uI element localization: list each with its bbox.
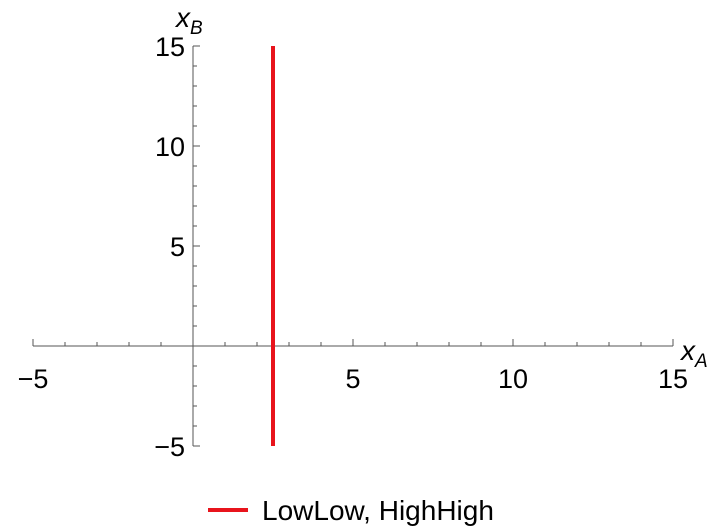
y-tick-label: 5 xyxy=(170,232,185,262)
tick-labels: −5 5 10 15 −5 5 10 15 xyxy=(18,32,688,462)
y-tick-label: 10 xyxy=(155,132,185,162)
x-tick-label: 15 xyxy=(658,364,688,394)
x-tick-label: −5 xyxy=(18,364,49,394)
legend: LowLow, HighHigh xyxy=(208,495,494,526)
axes xyxy=(32,45,674,447)
legend-label: LowLow, HighHigh xyxy=(262,495,494,526)
y-tick-label: 15 xyxy=(155,32,185,62)
x-tick-label: 5 xyxy=(345,364,360,394)
x-tick-label: 10 xyxy=(498,364,528,394)
y-axis-label: xB xyxy=(174,2,203,39)
y-tick-label: −5 xyxy=(154,432,185,462)
x-axis-label: xA xyxy=(679,335,708,372)
